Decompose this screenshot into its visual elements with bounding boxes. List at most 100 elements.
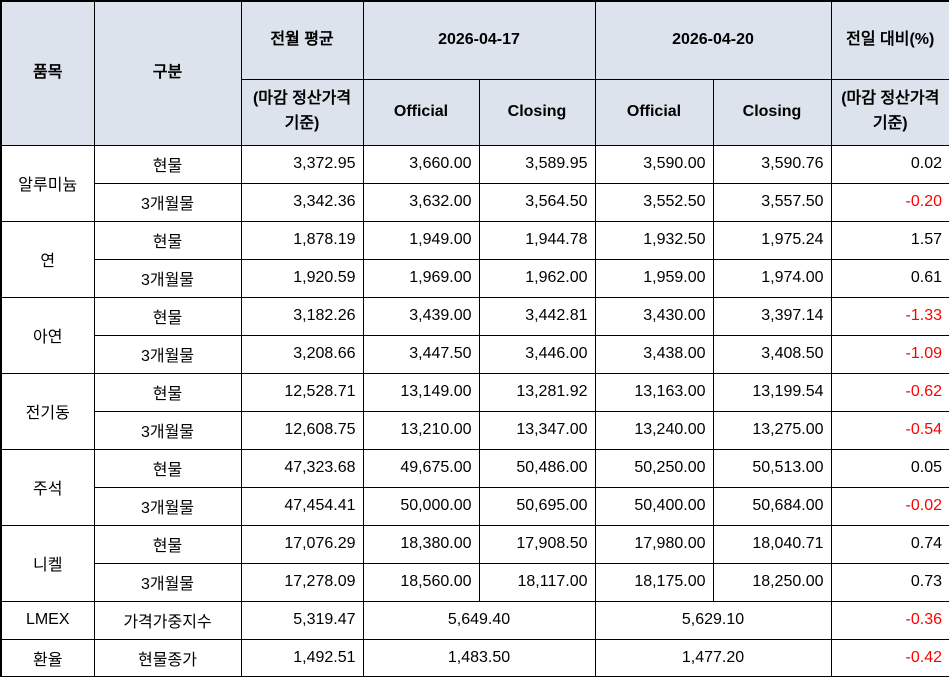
value-cell: 3,439.00 bbox=[362, 296, 480, 336]
table-row: 주석 현물 47,323.68 49,675.00 50,486.00 50,250.00… bbox=[0, 448, 949, 526]
change-cell: 0.02 bbox=[830, 144, 949, 184]
category-cell: 3개월물 bbox=[93, 258, 242, 298]
category-cell: 3개월물 bbox=[93, 182, 242, 222]
category-cell: 현물 bbox=[93, 448, 242, 488]
header-date-2: 2026-04-20 bbox=[594, 0, 832, 80]
category-cell: 현물 bbox=[93, 372, 242, 412]
value-cell: 47,323.68 bbox=[240, 448, 364, 488]
value-cell: 18,175.00 bbox=[594, 562, 714, 602]
change-cell: 1.57 bbox=[830, 220, 949, 260]
value-cell: 3,397.14 bbox=[712, 296, 832, 336]
table-row: LMEX 가격가중지수 5,319.47 5,649.40 5,629.10 -0.36 bbox=[0, 600, 949, 640]
value-cell: 3,564.50 bbox=[478, 182, 596, 222]
item-cell: 환율 bbox=[0, 638, 95, 677]
value-cell: 1,878.19 bbox=[240, 220, 364, 260]
category-cell: 3개월물 bbox=[93, 410, 242, 450]
value-cell: 49,675.00 bbox=[362, 448, 480, 488]
value-cell: 13,281.92 bbox=[478, 372, 596, 412]
value-cell: 1,920.59 bbox=[240, 258, 364, 298]
header-closing-1: Closing bbox=[478, 78, 596, 146]
category-cell: 3개월물 bbox=[93, 562, 242, 602]
value-cell: 1,959.00 bbox=[594, 258, 714, 298]
value-cell: 3,446.00 bbox=[478, 334, 596, 374]
change-cell: -0.62 bbox=[830, 372, 949, 412]
category-cell: 현물종가 bbox=[93, 638, 242, 677]
header-official-2: Official bbox=[594, 78, 714, 146]
value-cell: 1,492.51 bbox=[240, 638, 364, 677]
value-cell: 18,560.00 bbox=[362, 562, 480, 602]
header-date-1: 2026-04-17 bbox=[362, 0, 596, 80]
value-cell: 50,400.00 bbox=[594, 486, 714, 526]
header-prev-month-avg: 전월 평균 bbox=[240, 0, 364, 80]
value-cell: 50,684.00 bbox=[712, 486, 832, 526]
value-cell: 12,528.71 bbox=[240, 372, 364, 412]
value-cell: 17,076.29 bbox=[240, 524, 364, 564]
value-cell: 1,975.24 bbox=[712, 220, 832, 260]
category-cell: 현물 bbox=[93, 296, 242, 336]
header-day-change-sub: (마감 정산가격 기준) bbox=[830, 78, 949, 146]
value-cell: 1,949.00 bbox=[362, 220, 480, 260]
value-cell: 18,380.00 bbox=[362, 524, 480, 564]
change-cell: 0.05 bbox=[830, 448, 949, 488]
table-row: 환율 현물종가 1,492.51 1,483.50 1,477.20 -0.42 bbox=[0, 638, 949, 677]
category-cell: 가격가중지수 bbox=[93, 600, 242, 640]
value-cell: 3,660.00 bbox=[362, 144, 480, 184]
change-cell: 0.73 bbox=[830, 562, 949, 602]
table-body: 알루미늄 현물 3,372.95 3,660.00 3,589.95 3,590.00 3,… bbox=[0, 144, 949, 677]
value-cell: 1,974.00 bbox=[712, 258, 832, 298]
value-cell: 13,163.00 bbox=[594, 372, 714, 412]
value-cell: 1,962.00 bbox=[478, 258, 596, 298]
value-cell: 3,182.26 bbox=[240, 296, 364, 336]
table-row: 아연 현물 3,182.26 3,439.00 3,442.81 3,430.00 3,39… bbox=[0, 296, 949, 374]
value-cell: 3,590.00 bbox=[594, 144, 714, 184]
value-cell: 18,117.00 bbox=[478, 562, 596, 602]
item-cell: 알루미늄 bbox=[0, 144, 95, 222]
header-item: 품목 bbox=[0, 0, 95, 146]
change-cell: -1.09 bbox=[830, 334, 949, 374]
change-cell: 0.74 bbox=[830, 524, 949, 564]
header-closing-2: Closing bbox=[712, 78, 832, 146]
value-cell: 3,442.81 bbox=[478, 296, 596, 336]
table-row: 3개월물 12,608.75 13,210.00 13,347.00 13,240.00… bbox=[1, 410, 949, 450]
value-cell: 13,275.00 bbox=[712, 410, 832, 450]
value-cell: 17,980.00 bbox=[594, 524, 714, 564]
header-day-change: 전일 대비(%) bbox=[830, 0, 949, 80]
item-cell: 니켈 bbox=[0, 524, 95, 602]
table-row: 3개월물 1,920.59 1,969.00 1,962.00 1,959.00 1,97… bbox=[1, 258, 949, 298]
header-row-1: 품목 구분 전월 평균 2026-04-17 2026-04-20 전일 대비(… bbox=[0, 0, 949, 146]
item-cell: 주석 bbox=[0, 448, 95, 526]
change-cell: -0.02 bbox=[830, 486, 949, 526]
change-cell: -0.42 bbox=[830, 638, 949, 677]
value-cell: 5,649.40 bbox=[362, 600, 596, 640]
value-cell: 5,629.10 bbox=[594, 600, 832, 640]
value-cell: 5,319.47 bbox=[240, 600, 364, 640]
value-cell: 1,477.20 bbox=[594, 638, 832, 677]
header-official-1: Official bbox=[362, 78, 480, 146]
change-cell: -0.54 bbox=[830, 410, 949, 450]
value-cell: 1,944.78 bbox=[478, 220, 596, 260]
value-cell: 3,557.50 bbox=[712, 182, 832, 222]
value-cell: 18,040.71 bbox=[712, 524, 832, 564]
category-cell: 현물 bbox=[93, 144, 242, 184]
table-row: 3개월물 17,278.09 18,560.00 18,117.00 18,175.00… bbox=[1, 562, 949, 602]
value-cell: 50,695.00 bbox=[478, 486, 596, 526]
value-cell: 3,430.00 bbox=[594, 296, 714, 336]
value-cell: 50,000.00 bbox=[362, 486, 480, 526]
item-cell: 아연 bbox=[0, 296, 95, 374]
value-cell: 13,210.00 bbox=[362, 410, 480, 450]
value-cell: 3,438.00 bbox=[594, 334, 714, 374]
value-cell: 3,552.50 bbox=[594, 182, 714, 222]
change-cell: 0.61 bbox=[830, 258, 949, 298]
header-row-2: (마감 정산가격 기준) Official Closing Official C… bbox=[1, 78, 949, 146]
table-row: 3개월물 3,342.36 3,632.00 3,564.50 3,552.50 3,55… bbox=[1, 182, 949, 222]
value-cell: 13,199.54 bbox=[712, 372, 832, 412]
category-cell: 3개월물 bbox=[93, 486, 242, 526]
value-cell: 12,608.75 bbox=[240, 410, 364, 450]
table-row: 니켈 현물 17,076.29 18,380.00 17,908.50 17,980.00… bbox=[0, 524, 949, 602]
header-prev-month-avg-sub: (마감 정산가격 기준) bbox=[240, 78, 364, 146]
change-cell: -0.20 bbox=[830, 182, 949, 222]
change-cell: -0.36 bbox=[830, 600, 949, 640]
value-cell: 3,342.36 bbox=[240, 182, 364, 222]
value-cell: 50,513.00 bbox=[712, 448, 832, 488]
